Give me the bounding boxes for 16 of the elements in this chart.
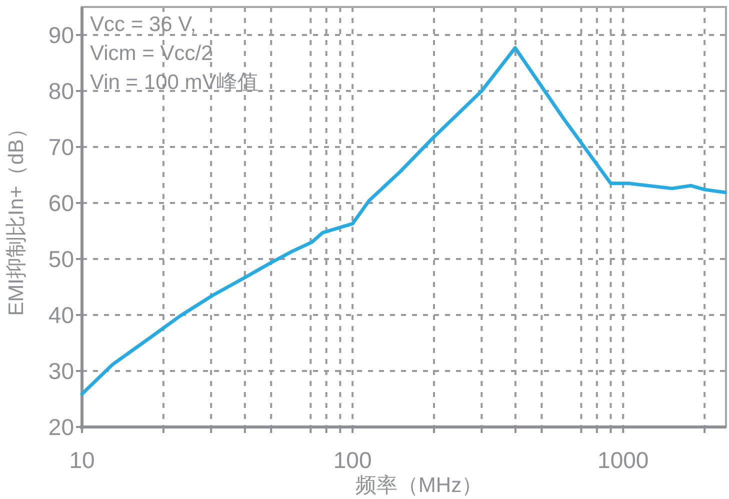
x-axis-title: 频率（MHz） — [355, 474, 483, 497]
annotation: Vcc = 36 V, — [90, 13, 196, 36]
x-tick-label: 100 — [333, 447, 372, 473]
annotation: Vin = 100 mV峰值 — [90, 71, 258, 94]
y-tick-label: 90 — [48, 22, 74, 48]
y-tick-label: 70 — [48, 134, 74, 160]
x-tick-label: 10 — [69, 447, 95, 473]
annotation: Vicm = Vcc/2 — [90, 42, 213, 65]
y-tick-label: 40 — [48, 302, 74, 328]
y-tick-label: 30 — [48, 358, 74, 384]
y-tick-label: 50 — [48, 246, 74, 272]
x-tick-label: 1000 — [598, 447, 649, 473]
y-tick-label: 80 — [48, 78, 74, 104]
y-axis-title: EMI抑制比In+（dB） — [5, 118, 28, 316]
y-tick-label: 60 — [48, 190, 74, 216]
y-tick-label: 20 — [48, 414, 74, 440]
